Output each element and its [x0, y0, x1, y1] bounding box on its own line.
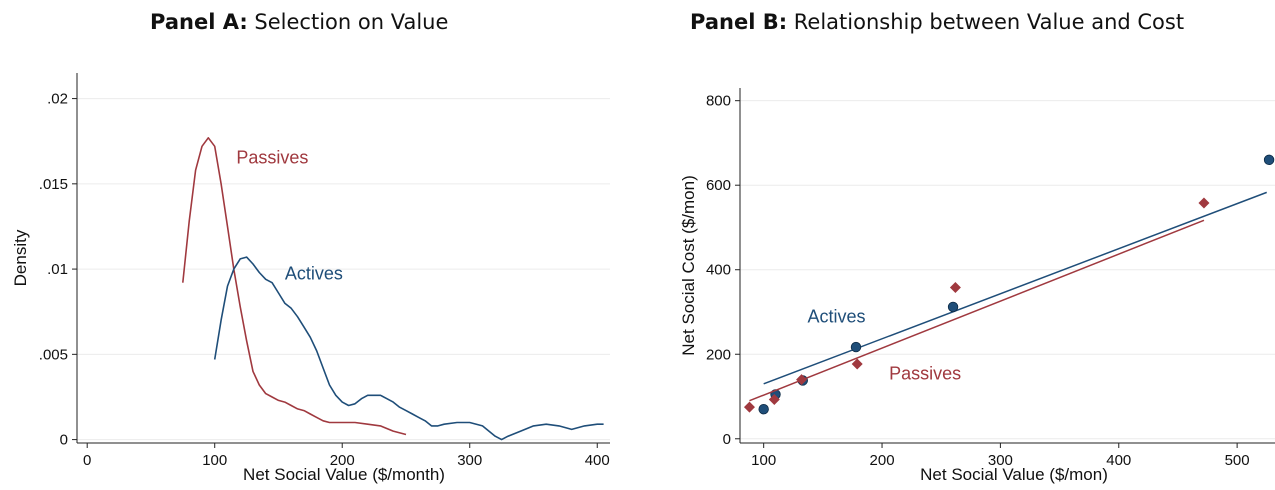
x-tick-label: 300	[988, 452, 1013, 469]
fit-line-passives	[749, 219, 1205, 402]
y-tick-label: 600	[706, 177, 731, 194]
series-line-passives	[182, 137, 407, 436]
panel-b-title: Panel B: Relationship between Value and …	[690, 10, 1184, 34]
x-tick-label: 100	[751, 452, 776, 469]
y-tick-label: .01	[47, 261, 68, 278]
x-axis-label: Net Social Value ($/mon)	[920, 465, 1108, 484]
x-tick-label: 300	[457, 452, 482, 469]
data-point-passives	[743, 401, 755, 413]
y-tick-label: 0	[723, 431, 731, 448]
data-point-passives	[796, 374, 808, 386]
panel-a-density-chart: 0 .005 .01 .015 .02 0 100 200 300 400 Net Social V…	[11, 73, 610, 484]
y-axis-label: Net Social Cost ($/mon)	[679, 175, 698, 355]
x-tick-label: 0	[83, 452, 91, 469]
panel-a-title-text: Selection on Value	[247, 10, 449, 34]
x-tick-label: 400	[585, 452, 610, 469]
y-tick-label: 0	[60, 432, 68, 449]
data-point-actives	[947, 301, 959, 313]
y-tick-label: 400	[706, 262, 731, 279]
x-axis-label: Net Social Value ($/month)	[243, 465, 445, 484]
data-point-passives	[1198, 197, 1210, 209]
series-annotation-actives: Actives	[807, 307, 865, 327]
data-point-actives	[758, 403, 769, 415]
y-tick-label: 800	[706, 93, 731, 110]
data-point-actives	[1263, 154, 1275, 166]
series-annotation-passives: Passives	[236, 147, 308, 167]
y-tick-label: .015	[39, 176, 68, 193]
panel-b-scatter-chart: 0 200 400 600 800 100 200 300 400 500 Net Social V…	[679, 88, 1275, 484]
y-tick-label: 200	[706, 346, 731, 363]
data-point-passives	[768, 393, 780, 405]
data-point-passives	[949, 281, 961, 293]
y-axis-label: Density	[11, 229, 30, 286]
panel-a-title: Panel A: Selection on Value	[150, 10, 448, 34]
fit-line-actives	[763, 191, 1267, 385]
panel-a-title-bold: Panel A:	[150, 10, 248, 34]
x-tick-label: 400	[1106, 452, 1131, 469]
data-point-passives	[851, 358, 863, 370]
y-tick-label: .02	[47, 91, 68, 108]
x-tick-label: 500	[1225, 452, 1250, 469]
series-annotation-passives: Passives	[889, 364, 961, 384]
series-annotation-actives: Actives	[285, 263, 343, 283]
x-tick-label: 100	[202, 452, 227, 469]
y-tick-label: .005	[39, 346, 68, 363]
x-tick-label: 200	[330, 452, 355, 469]
x-tick-label: 200	[870, 452, 895, 469]
panel-b-title-text: Relationship between Value and Cost	[787, 10, 1185, 34]
panel-b-title-bold: Panel B:	[690, 10, 788, 34]
series-line-actives	[213, 256, 604, 441]
data-point-actives	[850, 341, 862, 353]
